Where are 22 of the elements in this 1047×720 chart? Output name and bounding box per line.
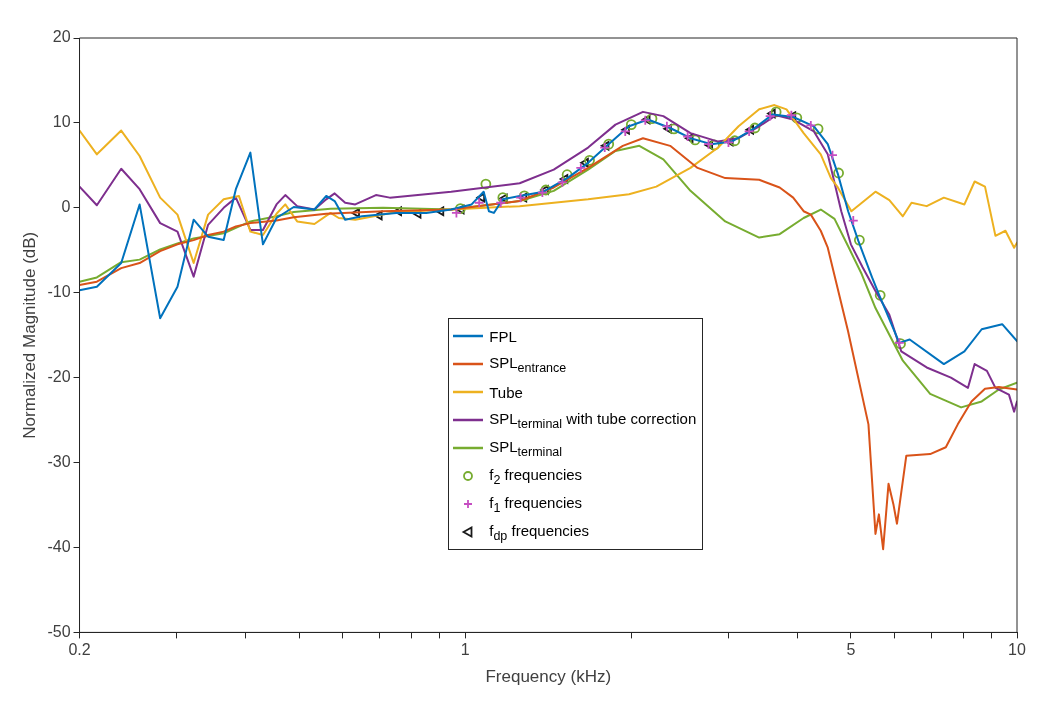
- y-tick-label: 10: [52, 113, 71, 131]
- y-tick-label: -50: [47, 622, 71, 640]
- legend-label: SPL$_{terminal}$: [489, 437, 563, 459]
- y-tick-label: 20: [52, 28, 71, 46]
- y-tick-label: -10: [47, 283, 71, 301]
- legend-label: f$_{2}$ frequencies: [489, 465, 583, 487]
- x-tick-label: 1: [460, 641, 470, 659]
- legend-label: SPL$_{entrance}$: [489, 353, 567, 375]
- y-tick-label: 0: [61, 198, 71, 216]
- legend-label: SPL$_{terminal}$ with tube correction: [489, 409, 697, 431]
- x-tick-label: 5: [846, 641, 856, 659]
- legend-label: FPL: [489, 327, 517, 345]
- y-axis-title: Normalized Magnitude (dB): [19, 231, 39, 439]
- x-axis-title: Frequency (kHz): [485, 667, 612, 687]
- y-tick-label: -30: [47, 452, 71, 470]
- y-tick-label: -20: [47, 368, 71, 386]
- legend-label: f$_{1}$ frequencies: [489, 493, 583, 515]
- x-tick-label: 10: [1008, 641, 1026, 659]
- legend-label: Tube: [489, 383, 523, 401]
- x-tick-label: 0.2: [68, 641, 91, 659]
- legend-label: f$_{dp}$ frequencies: [489, 521, 590, 543]
- y-tick-label: -40: [47, 537, 71, 555]
